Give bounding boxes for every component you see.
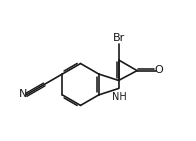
Text: NH: NH: [112, 92, 127, 102]
Text: Br: Br: [113, 33, 125, 43]
Text: O: O: [155, 65, 163, 75]
Text: N: N: [19, 89, 27, 99]
